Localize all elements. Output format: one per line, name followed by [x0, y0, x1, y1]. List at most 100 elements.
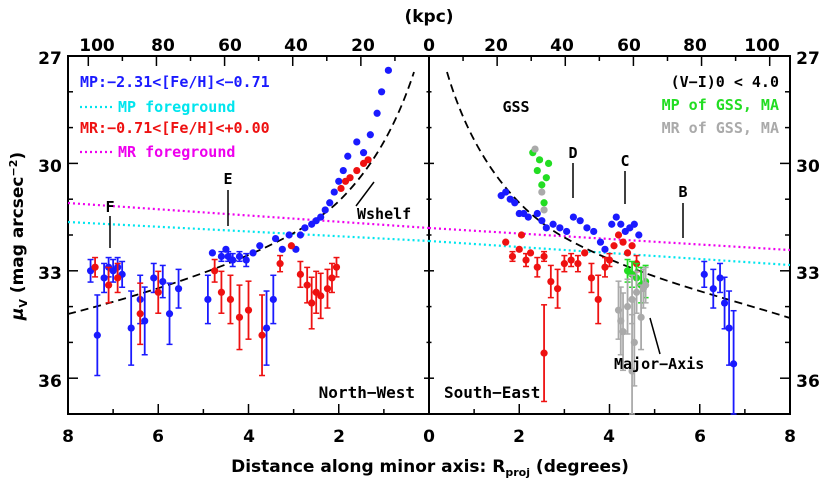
top-tick-label: 80 — [683, 36, 707, 56]
data-point — [632, 288, 641, 296]
annotation-major-axis: Major−Axis — [614, 355, 704, 373]
data-point — [317, 292, 325, 300]
top-tick-label: 60 — [218, 36, 242, 56]
data-point — [226, 295, 235, 304]
data-point — [538, 181, 546, 189]
data-point — [538, 188, 546, 196]
data-point — [150, 274, 158, 282]
model-curve-nw — [67, 71, 415, 315]
data-point — [574, 260, 582, 268]
data-point — [174, 285, 183, 293]
data-point — [517, 231, 526, 239]
data-point — [619, 238, 627, 246]
data-point — [612, 213, 620, 221]
data-point — [165, 310, 174, 318]
data-point — [583, 224, 591, 232]
data-point — [159, 277, 167, 286]
data-point — [287, 242, 295, 250]
data-point — [554, 285, 562, 293]
data-point — [242, 256, 250, 264]
data-point — [511, 199, 519, 207]
data-point — [542, 174, 550, 182]
data-point — [335, 177, 343, 185]
bottom-tick-label: 8 — [62, 427, 74, 447]
data-point — [601, 263, 609, 271]
data-point — [285, 231, 293, 239]
mr-foreground-line-nw — [67, 201, 430, 230]
data-point — [114, 274, 122, 282]
annotation-f: F — [105, 198, 114, 216]
data-point — [378, 88, 386, 96]
data-point — [547, 277, 555, 286]
data-point — [590, 227, 598, 236]
data-point — [317, 213, 325, 221]
y-axis-title: μV (mag arcsec−2) — [7, 152, 30, 321]
data-points — [86, 66, 738, 415]
data-point — [630, 220, 638, 228]
data-point — [635, 231, 643, 239]
panel-label-north-west: North−West — [319, 383, 415, 402]
data-point — [326, 199, 334, 207]
data-point — [725, 324, 733, 332]
data-point — [515, 245, 523, 253]
data-point — [567, 256, 575, 264]
data-point — [344, 152, 352, 160]
legend-color-cut: (V−I)0 < 4.0 — [671, 73, 779, 91]
bottom-tick-label: 2 — [333, 427, 345, 447]
data-point — [601, 245, 609, 253]
data-point — [623, 249, 632, 257]
bottom-tick-label: 6 — [152, 427, 164, 447]
data-point — [569, 213, 578, 221]
data-point — [549, 220, 557, 228]
axis-ticks — [67, 55, 791, 415]
data-point — [105, 281, 113, 289]
legend-mr-gss: MR of GSS, MA — [662, 119, 779, 137]
data-point — [269, 295, 277, 304]
top-tick-label: 20 — [351, 36, 375, 56]
data-point — [303, 281, 311, 289]
data-point — [544, 159, 553, 167]
data-point — [258, 331, 266, 339]
data-point — [608, 220, 616, 228]
y-tick-label-left: 30 — [38, 157, 62, 177]
y-tick-label-left: 36 — [38, 372, 62, 392]
annotation-wshelf-pointer — [355, 181, 375, 207]
data-point — [587, 274, 596, 282]
data-point — [628, 367, 636, 375]
top-tick-label: 80 — [151, 36, 175, 56]
annotation-b: B — [678, 183, 687, 201]
data-point — [605, 256, 614, 264]
data-point — [502, 238, 510, 246]
data-point — [154, 288, 162, 296]
annotation-major-axis-pointer — [649, 317, 661, 355]
data-point — [594, 295, 602, 304]
data-point — [321, 206, 329, 214]
panel-label-south-east: South−East — [444, 383, 540, 402]
top-tick-label: 0 — [423, 36, 435, 56]
data-point — [720, 299, 729, 307]
data-point — [700, 270, 708, 278]
data-point — [141, 317, 149, 325]
data-point — [628, 242, 636, 250]
annotation-d: D — [568, 144, 577, 162]
data-point — [359, 149, 368, 157]
legend-mp-gss: MP of GSS, MA — [662, 96, 779, 114]
data-point — [301, 224, 309, 232]
data-point — [364, 156, 372, 164]
data-point — [617, 220, 625, 228]
legend-mr-foreground: MR foreground — [118, 143, 235, 161]
data-point — [328, 274, 336, 282]
data-point — [366, 131, 374, 139]
data-point — [278, 245, 286, 253]
data-point — [217, 252, 226, 261]
data-point — [533, 263, 541, 271]
data-point — [576, 217, 584, 225]
top-tick-label: 40 — [284, 36, 308, 56]
annotation-c: C — [620, 152, 629, 170]
data-point — [716, 274, 724, 282]
data-point — [330, 188, 338, 196]
data-point — [502, 188, 510, 196]
data-point — [249, 249, 257, 257]
y-tick-label-left: 27 — [38, 49, 62, 69]
data-point — [535, 156, 544, 164]
